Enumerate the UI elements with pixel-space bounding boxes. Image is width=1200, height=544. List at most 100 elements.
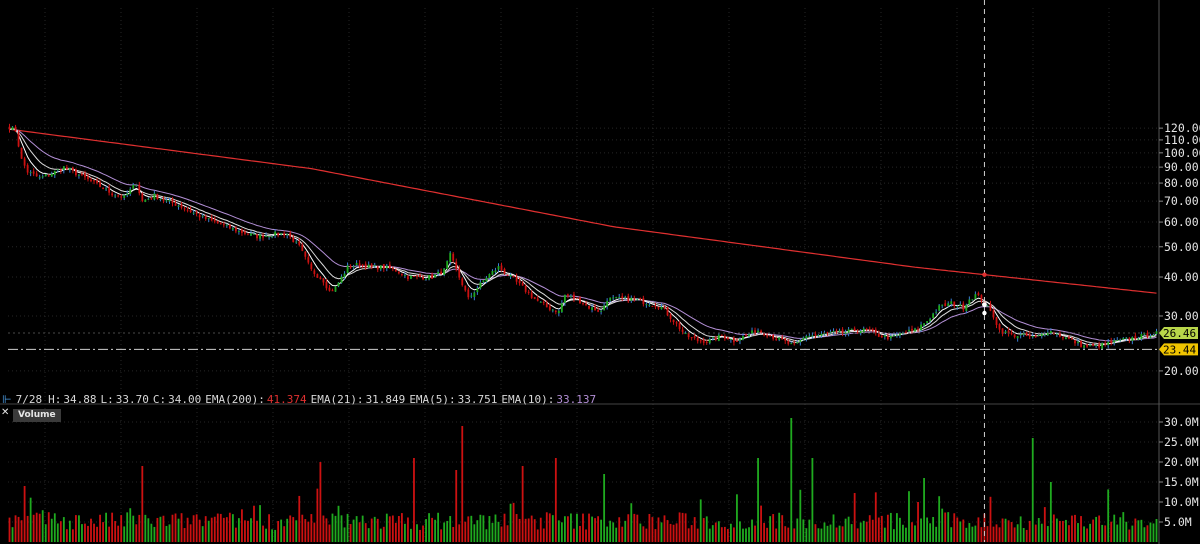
candle-body: [461, 278, 464, 286]
candle-body: [1104, 343, 1107, 345]
candle-body: [693, 336, 696, 339]
volume-bar: [977, 517, 980, 542]
candle-body: [298, 241, 301, 245]
candle-body: [594, 306, 596, 311]
candle-body: [717, 334, 720, 341]
volume-bar: [657, 517, 660, 542]
candle-body: [720, 334, 723, 336]
volume-bar: [781, 515, 784, 542]
candle-body: [908, 329, 910, 332]
candle-body: [986, 305, 989, 307]
volume-bar: [826, 525, 829, 542]
candle-body: [865, 328, 868, 330]
volume-bar: [96, 526, 98, 542]
volume-bar: [868, 515, 871, 542]
candle-body: [660, 306, 663, 310]
candle-body: [989, 304, 992, 311]
candle-body: [503, 268, 506, 274]
volume-bar: [325, 518, 328, 542]
candle-body: [1083, 345, 1085, 348]
volume-bar: [838, 525, 841, 542]
volume-bar: [576, 513, 578, 542]
candle-body: [234, 227, 237, 232]
volume-bar: [886, 514, 889, 542]
volume-bar: [914, 525, 916, 542]
volume-bar: [397, 516, 400, 542]
candle-body: [485, 277, 488, 282]
candle-body: [739, 339, 741, 341]
volume-bar: [117, 525, 120, 542]
candle-body: [1086, 344, 1088, 347]
candle-body: [289, 232, 292, 237]
candle-body: [953, 301, 956, 306]
volume-bar: [29, 497, 32, 542]
candle-body: [50, 173, 53, 177]
candle-body: [959, 304, 962, 306]
candle-body: [123, 195, 126, 198]
candle-body: [856, 331, 859, 333]
volume-bar: [238, 518, 240, 542]
candle-body: [548, 306, 551, 310]
volume-bar: [597, 516, 599, 542]
volume-bar: [515, 514, 518, 542]
candle-body: [361, 264, 364, 266]
volume-bar: [729, 523, 732, 542]
volume-bar: [736, 494, 738, 542]
crosshair: [982, 0, 987, 542]
volume-bar: [654, 529, 657, 542]
candle-body: [506, 274, 509, 276]
volume-bar: [268, 514, 270, 542]
candle-body: [397, 272, 400, 274]
volume-bar: [1043, 507, 1046, 542]
volume-bar: [292, 517, 295, 542]
candle-body: [766, 335, 769, 337]
volume-bar: [129, 508, 132, 542]
volume-bar: [539, 517, 542, 542]
volume-bar: [594, 518, 596, 542]
candle-body: [905, 332, 907, 334]
crosshair-dot: [982, 302, 987, 308]
candle-body: [440, 271, 443, 275]
volume-bar: [301, 514, 304, 542]
candle-body: [1149, 336, 1152, 339]
volume-bar: [503, 513, 506, 542]
volume-bar: [75, 515, 77, 542]
candle-body: [319, 277, 322, 280]
volume-bar: [772, 514, 775, 542]
candle-body: [567, 294, 569, 297]
volume-bar: [1104, 525, 1107, 542]
candle-body: [862, 328, 865, 333]
volume-bar: [241, 509, 243, 542]
volume-bar: [636, 514, 639, 542]
candle-body: [434, 274, 437, 278]
price-tick-label: 30.00: [1164, 309, 1199, 323]
candle-body: [1062, 337, 1064, 339]
volume-bar: [533, 519, 536, 542]
volume-bar: [814, 524, 817, 542]
candle-body: [47, 175, 50, 177]
volume-bar: [32, 514, 35, 542]
candle-body: [431, 274, 433, 279]
candle-body: [189, 209, 192, 213]
candle-body: [784, 338, 787, 341]
candle-body: [177, 205, 180, 207]
candle-body: [769, 335, 772, 337]
volume-bar: [352, 519, 355, 542]
candle-body: [669, 314, 672, 319]
legend-ema5-label: EMA(5):: [409, 393, 456, 406]
candle-body: [935, 311, 938, 313]
candle-body: [425, 278, 427, 280]
volume-bar: [784, 526, 787, 542]
candle-body: [117, 195, 120, 197]
candle-body: [482, 280, 485, 283]
candle-body: [920, 324, 922, 331]
volume-bar: [705, 516, 708, 542]
candle-body: [636, 299, 639, 301]
close-volume-panel-icon[interactable]: ✕: [1, 407, 10, 418]
volume-bar: [322, 515, 325, 542]
candle-body: [944, 303, 947, 306]
candle-body: [968, 299, 971, 305]
volume-bar: [497, 521, 500, 542]
volume-bar: [120, 515, 123, 542]
